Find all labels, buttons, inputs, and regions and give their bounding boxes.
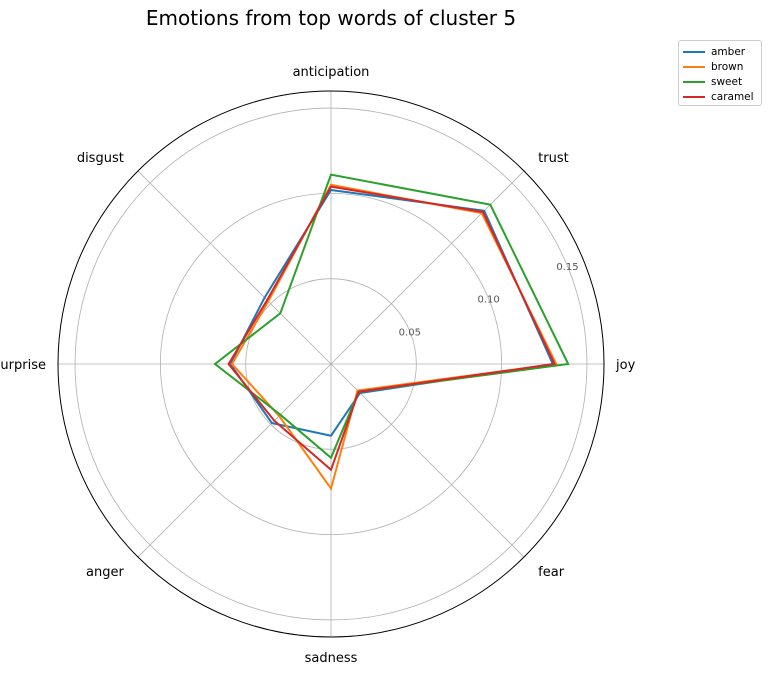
category-label-anticipation: anticipation [293,65,370,80]
category-label-trust: trust [538,151,569,166]
legend-swatch [683,65,705,68]
category-label-sadness: sadness [305,651,358,666]
spoke-disgust [137,170,332,365]
spoke-trust [330,170,525,365]
legend-label: amber [711,45,746,58]
legend-label: caramel [711,90,754,103]
legend-swatch [683,50,705,53]
legend-entry-brown: brown [683,59,757,74]
category-label-anger: anger [86,565,124,580]
spoke-anger [137,363,332,558]
series-line-brown [230,183,558,491]
category-label-joy: joy [615,358,636,373]
category-label-fear: fear [538,565,565,580]
chart-title: Emotions from top words of cluster 5 [145,6,517,30]
legend-swatch [683,80,705,83]
series-line-caramel [227,185,556,472]
series-line-amber [229,188,555,437]
radial-tick-label: 0.10 [478,295,500,306]
legend-entry-sweet: sweet [683,74,757,89]
legend-swatch [683,95,705,98]
legend-entry-caramel: caramel [683,89,757,104]
radial-tick-label: 0.05 [399,327,421,338]
legend: amber brown sweet caramel [678,40,762,106]
spoke-fear [330,363,525,558]
category-label-surprise: surprise [0,358,46,373]
legend-label: sweet [711,75,743,88]
category-label-disgust: disgust [77,151,124,166]
outer-frame [57,90,605,638]
legend-label: brown [711,60,744,73]
legend-entry-amber: amber [683,44,757,59]
series-line-sweet [213,173,570,460]
radial-tick-label: 0.15 [556,262,578,273]
